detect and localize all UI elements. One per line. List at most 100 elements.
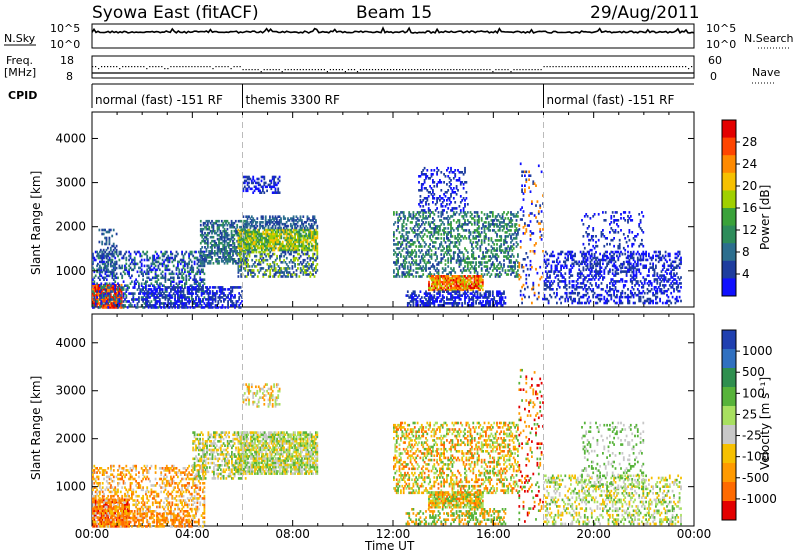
range-time-cell bbox=[108, 292, 111, 295]
range-time-cell bbox=[447, 257, 450, 260]
range-time-cell bbox=[150, 262, 153, 266]
range-time-cell bbox=[280, 226, 282, 230]
nave-point bbox=[308, 69, 310, 71]
nave-point bbox=[381, 69, 383, 71]
range-time-cell bbox=[100, 284, 103, 287]
range-time-cell bbox=[203, 282, 206, 285]
range-time-cell bbox=[157, 284, 160, 287]
range-time-cell bbox=[104, 262, 106, 266]
range-time-cell bbox=[101, 298, 104, 301]
range-time-cell bbox=[208, 227, 211, 231]
range-time-cell bbox=[146, 264, 149, 268]
range-time-cell bbox=[143, 270, 146, 274]
range-time-cell bbox=[211, 235, 213, 239]
range-time-cell bbox=[177, 286, 179, 289]
range-time-cell bbox=[256, 217, 259, 220]
range-time-cell bbox=[145, 296, 147, 299]
range-time-cell bbox=[409, 303, 412, 307]
range-time-cell bbox=[140, 262, 143, 266]
nave-point bbox=[320, 69, 322, 71]
nsky-label: N.Sky bbox=[4, 32, 36, 45]
range-time-cell bbox=[186, 300, 189, 303]
range-time-cell bbox=[102, 287, 105, 291]
range-time-cell bbox=[197, 260, 200, 264]
range-time-cell bbox=[105, 230, 108, 234]
range-time-cell bbox=[107, 252, 110, 256]
range-time-cell bbox=[199, 282, 202, 285]
range-time-cell bbox=[151, 284, 154, 287]
range-time-cell bbox=[290, 250, 292, 254]
range-time-cell bbox=[140, 268, 143, 272]
nave-point bbox=[453, 69, 455, 71]
range-time-cell bbox=[199, 250, 202, 253]
range-time-cell bbox=[118, 252, 121, 256]
range-time-cell bbox=[164, 306, 167, 309]
range-time-cell bbox=[170, 276, 172, 280]
range-time-cell bbox=[164, 278, 167, 281]
range-time-cell bbox=[108, 230, 111, 234]
range-time-cell bbox=[263, 250, 266, 254]
range-time-cell bbox=[211, 250, 213, 253]
range-time-cell bbox=[100, 300, 103, 303]
range-time-cell bbox=[181, 270, 183, 274]
range-time-cell bbox=[189, 284, 192, 287]
range-time-cell bbox=[201, 246, 204, 249]
nave-point bbox=[350, 69, 353, 71]
range-time-cell bbox=[140, 288, 143, 291]
range-time-cell bbox=[133, 304, 136, 307]
range-time-cell bbox=[167, 254, 170, 258]
range-time-cell bbox=[204, 235, 206, 239]
range-time-cell bbox=[105, 256, 108, 260]
range-time-cell bbox=[112, 294, 115, 297]
range-time-cell bbox=[107, 304, 109, 307]
range-time-cell bbox=[202, 258, 205, 261]
range-time-cell bbox=[164, 276, 167, 280]
range-time-cell bbox=[182, 292, 185, 295]
range-time-cell bbox=[189, 258, 192, 262]
range-time-cell bbox=[92, 282, 94, 285]
range-time-cell bbox=[201, 231, 204, 235]
range-time-cell bbox=[274, 187, 277, 191]
range-time-cell bbox=[163, 262, 165, 266]
range-time-cell bbox=[108, 296, 111, 299]
range-time-cell bbox=[398, 231, 401, 234]
range-time-cell bbox=[97, 306, 100, 309]
range-time-cell bbox=[109, 306, 112, 309]
range-time-cell bbox=[397, 225, 399, 228]
range-time-cell bbox=[204, 254, 206, 257]
range-time-cell bbox=[128, 300, 130, 303]
range-time-cell bbox=[96, 300, 98, 303]
range-time-cell bbox=[121, 304, 124, 307]
range-time-cell bbox=[150, 278, 153, 281]
range-time-cell bbox=[434, 247, 437, 250]
range-time-cell bbox=[124, 252, 126, 256]
range-time-cell bbox=[109, 264, 112, 268]
range-time-cell bbox=[125, 300, 128, 303]
range-time-cell bbox=[124, 298, 126, 301]
range-time-cell bbox=[469, 231, 472, 234]
range-time-cell bbox=[189, 250, 192, 254]
range-time-cell bbox=[503, 259, 505, 262]
nave-point bbox=[281, 71, 283, 73]
range-time-cell bbox=[517, 211, 519, 214]
nave-point bbox=[609, 66, 611, 68]
range-time-cell bbox=[402, 229, 405, 232]
range-time-cell bbox=[184, 270, 186, 274]
range-time-cell bbox=[120, 296, 123, 299]
range-time-cell bbox=[203, 302, 206, 305]
range-time-cell bbox=[136, 250, 139, 254]
range-time-cell bbox=[480, 231, 483, 234]
range-time-cell bbox=[103, 294, 105, 297]
range-time-cell bbox=[104, 282, 107, 285]
range-time-cell bbox=[154, 260, 157, 264]
range-time-cell bbox=[192, 292, 195, 295]
range-time-cell bbox=[108, 274, 111, 278]
range-time-cell bbox=[115, 298, 118, 301]
nave-point bbox=[296, 69, 298, 71]
nave-point bbox=[242, 69, 244, 71]
range-time-cell bbox=[473, 215, 476, 218]
range-time-cell bbox=[102, 268, 105, 272]
range-time-cell bbox=[178, 276, 181, 280]
range-time-cell bbox=[112, 272, 115, 276]
range-time-cell bbox=[197, 300, 200, 303]
